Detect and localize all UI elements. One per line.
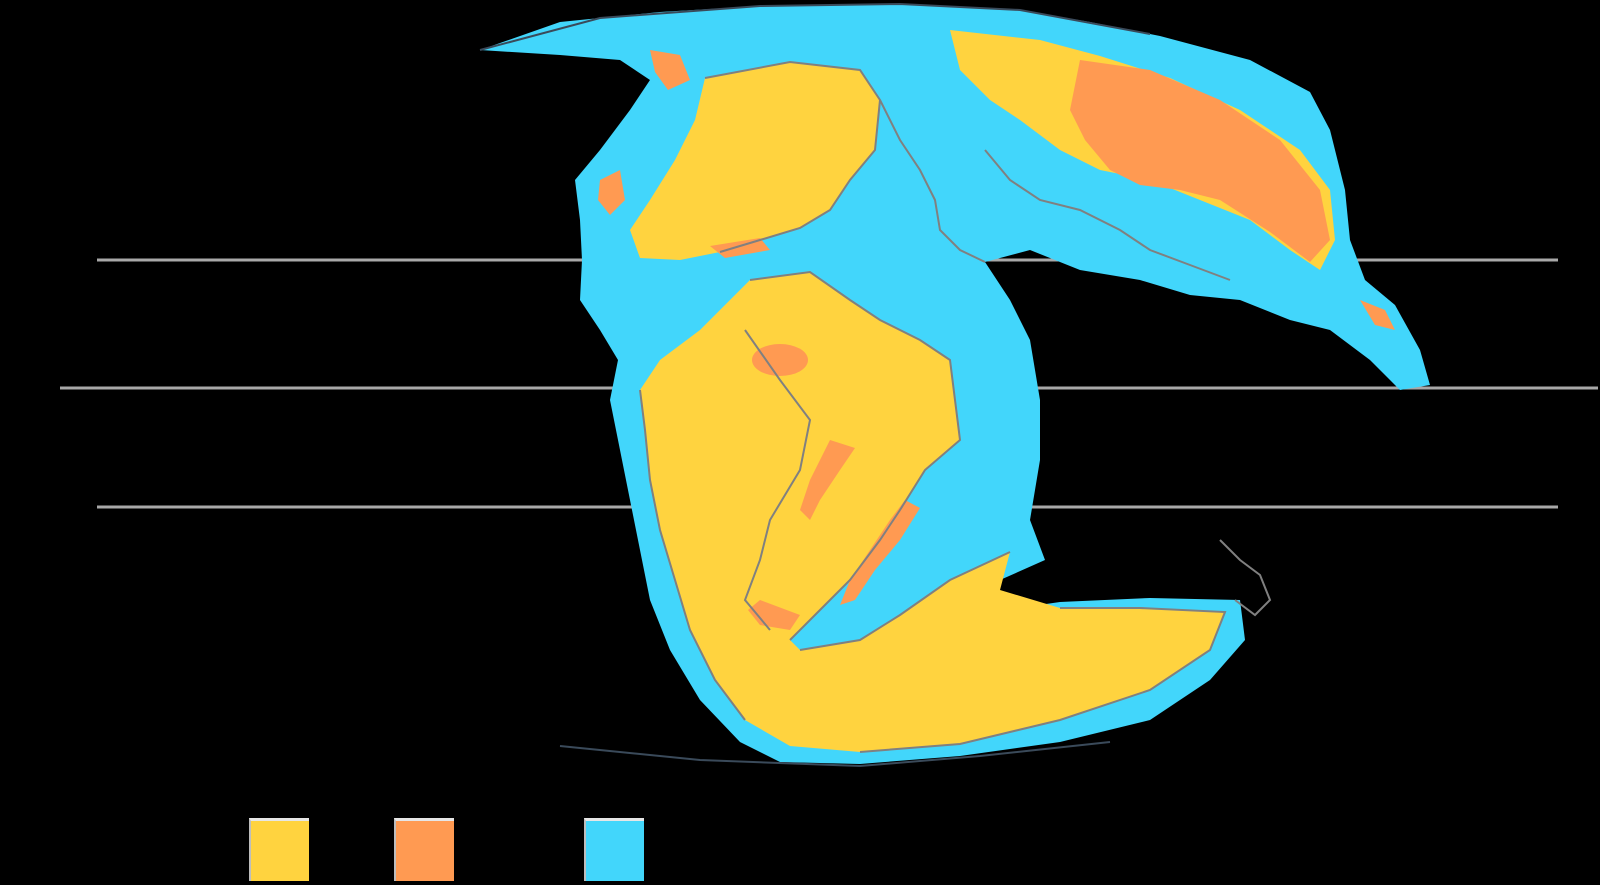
highland-strip-appalachian bbox=[710, 238, 770, 258]
coastline-gondwana bbox=[749, 270, 962, 641]
highland-strip-west bbox=[598, 170, 625, 215]
highland-band-gondwana-south bbox=[840, 500, 920, 605]
coastline-antarctica bbox=[799, 551, 1227, 753]
coastline-australia bbox=[1219, 539, 1272, 617]
coastline-west-margin bbox=[639, 389, 746, 721]
highland-patch-gondwana-north bbox=[752, 344, 808, 376]
map-edge-bottom bbox=[559, 741, 1111, 768]
central-asia-highlands bbox=[1070, 60, 1330, 262]
highland-band-gondwana-central bbox=[800, 440, 855, 520]
coastline-laurentia bbox=[704, 60, 882, 253]
highland-layer bbox=[598, 50, 1395, 630]
highland-strip-tethys-east bbox=[1360, 300, 1395, 330]
gondwana-land bbox=[640, 272, 1225, 752]
coastline-layer bbox=[639, 60, 1272, 753]
coastline-europe bbox=[879, 99, 986, 263]
map-edge-top bbox=[479, 2, 1151, 51]
coastline-asia bbox=[984, 149, 1231, 281]
legend-swatch-highland bbox=[394, 818, 454, 881]
highland-strip-northwest bbox=[650, 50, 690, 90]
map-edges bbox=[479, 2, 1151, 768]
coastline-africa-south-america bbox=[743, 329, 812, 631]
legend-swatch-shallow-sea bbox=[584, 818, 644, 881]
laurentia-land bbox=[630, 62, 880, 260]
legend-swatch-land bbox=[249, 818, 309, 881]
highland-patch-andes bbox=[748, 600, 800, 630]
